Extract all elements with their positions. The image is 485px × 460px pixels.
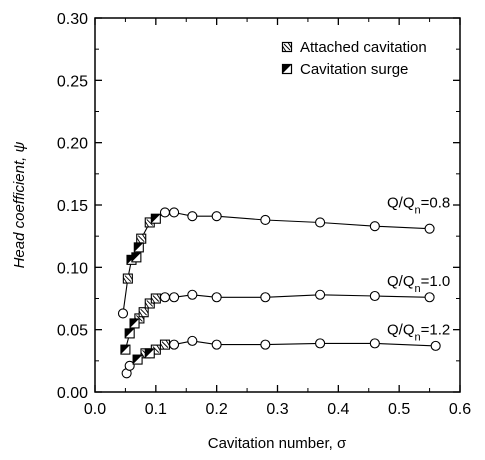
circle-marker <box>187 335 198 346</box>
series-labels: Q/Qn=0.8 Q/Qn=1.0 Q/Qn=1.2 <box>387 194 450 343</box>
cavitation-surge-marker <box>129 318 140 329</box>
series-label: Q/Qn=0.8 <box>387 194 450 216</box>
cavitation-surge-marker <box>120 344 131 355</box>
legend-marker-surge <box>281 63 293 75</box>
y-tick-label: 0.05 <box>57 323 88 340</box>
x-tick-label: 0.6 <box>449 401 471 418</box>
x-tick-label: 0.5 <box>388 401 410 418</box>
circle-marker <box>260 339 271 350</box>
circle-marker <box>169 292 180 303</box>
circle-marker <box>369 290 380 302</box>
circle-marker <box>260 214 271 226</box>
cavitation-surge-marker <box>150 213 161 224</box>
circle-marker <box>260 292 271 303</box>
series-label: Q/Qn=1.2 <box>387 322 450 344</box>
tick-labels: 0.0 0.1 0.2 0.3 0.4 0.5 0.6 0.00 0.05 0.10 0.15 0.2… <box>57 11 471 418</box>
x-tick-label: 0.1 <box>145 401 167 418</box>
x-tick-label: 0.3 <box>266 401 288 418</box>
attached-cavitation-marker <box>150 293 161 304</box>
y-tick-label: 0.30 <box>57 11 88 28</box>
series-label: Q/Qn=1.0 <box>387 273 450 295</box>
legend-label-surge: Cavitation surge <box>300 61 408 78</box>
x-tick-label: 0.2 <box>206 401 228 418</box>
attached-cavitation-marker <box>159 339 171 350</box>
x-tick-label: 0.0 <box>84 401 106 418</box>
y-tick-label: 0.10 <box>57 260 88 277</box>
y-tick-label: 0.25 <box>57 73 88 90</box>
circle-marker <box>424 292 435 303</box>
circle-marker <box>124 360 135 371</box>
circle-marker <box>369 338 380 349</box>
circle-marker <box>159 292 171 303</box>
y-tick-label: 0.20 <box>57 136 88 153</box>
attached-cavitation-marker <box>122 273 133 284</box>
y-tick-label: 0.00 <box>57 385 88 402</box>
circle-marker <box>187 289 198 300</box>
axis-ticks <box>94 17 461 393</box>
circle-marker <box>369 221 380 232</box>
circle-marker <box>211 292 222 303</box>
cavitation-surge-marker <box>132 354 143 365</box>
attached-cavitation-marker <box>138 307 149 318</box>
y-axis-label: Head coefficient, ψ <box>11 142 28 269</box>
circle-marker <box>117 308 129 319</box>
y-tick-label: 0.15 <box>57 198 88 215</box>
attached-cavitation-marker <box>136 233 147 244</box>
cavitation-surge-marker <box>144 348 155 359</box>
circle-marker <box>211 339 222 350</box>
series-markers <box>117 207 441 379</box>
cavitation-surge-marker <box>131 252 142 263</box>
circle-marker <box>315 338 326 349</box>
circle-marker <box>187 211 198 222</box>
x-axis-label: Cavitation number, σ <box>208 435 347 452</box>
legend-marker-attached <box>281 41 293 53</box>
legend: Attached cavitation Cavitation surge <box>281 39 427 78</box>
circle-marker <box>169 207 180 218</box>
circle-marker <box>315 217 326 228</box>
x-tick-label: 0.4 <box>327 401 349 418</box>
circle-marker <box>424 223 435 234</box>
cavitation-surge-marker <box>124 328 135 339</box>
circle-marker <box>169 339 180 350</box>
circle-marker <box>211 211 222 222</box>
cavitation-surge-marker <box>133 242 144 253</box>
circle-marker <box>430 340 441 351</box>
circle-marker <box>315 289 326 300</box>
legend-label-attached: Attached cavitation <box>300 39 427 56</box>
circle-marker <box>159 207 171 218</box>
